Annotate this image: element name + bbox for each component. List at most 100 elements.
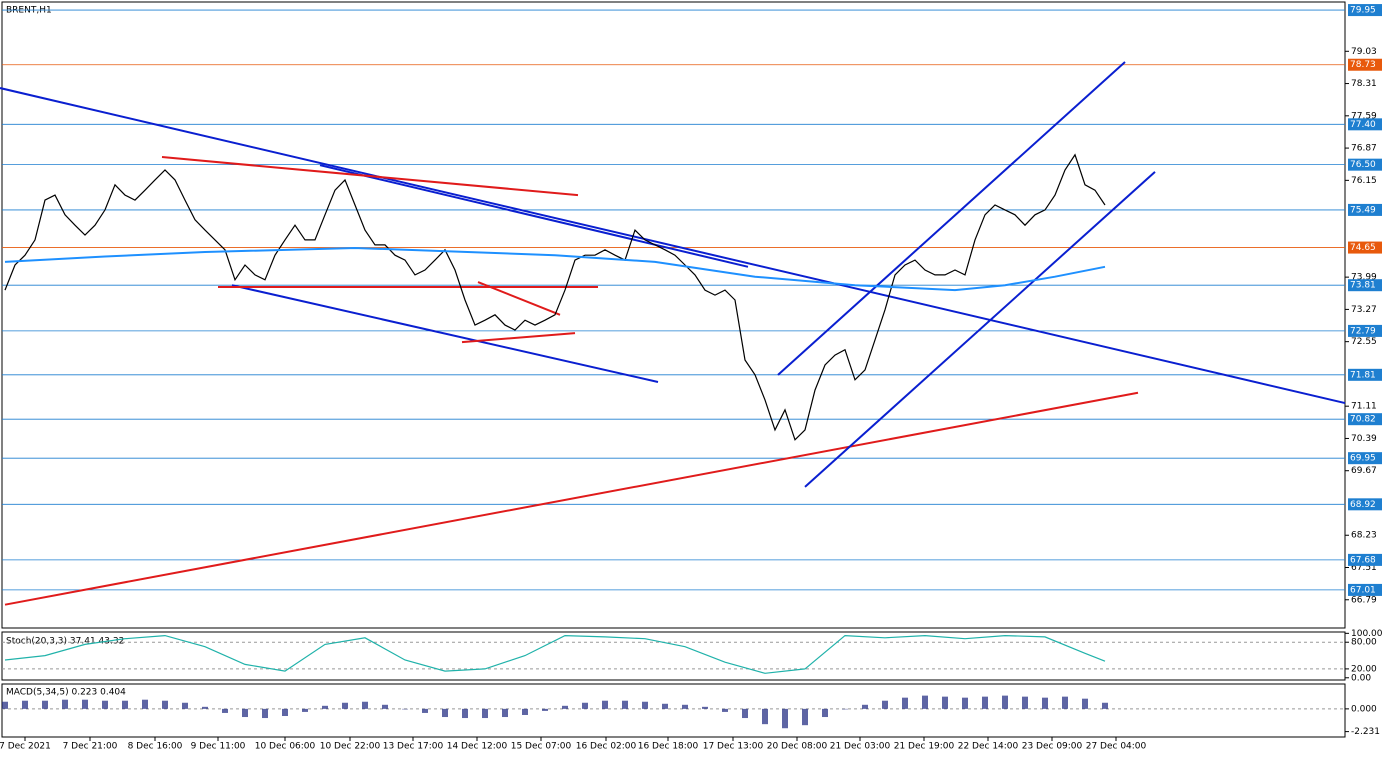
level-label: 75.49 (1350, 205, 1376, 215)
histogram-bar (962, 697, 968, 709)
level-label-box (1348, 553, 1382, 566)
histogram-bar (262, 708, 268, 719)
x-tick-label: 17 Dec 13:00 (703, 742, 764, 752)
level-label-box (1348, 498, 1382, 511)
histogram-bar (282, 708, 288, 717)
level-label-box (1348, 158, 1382, 171)
level-label: 74.65 (1350, 243, 1376, 253)
histogram-bar (482, 708, 488, 719)
histogram-bar (182, 702, 188, 709)
x-tick-label: 16 Dec 18:00 (638, 742, 699, 752)
x-tick-label: 7 Dec 21:00 (63, 742, 118, 752)
histogram-bar (922, 695, 928, 709)
chart-title: BRENT,H1 (6, 6, 52, 16)
level-label: 77.40 (1350, 120, 1376, 130)
x-tick-label: 7 Dec 2021 (0, 742, 51, 752)
histogram-bar (322, 705, 328, 709)
histogram-bar (362, 701, 368, 709)
histogram-bar (882, 700, 888, 709)
x-tick-label: 21 Dec 19:00 (894, 742, 955, 752)
histogram-bar (562, 705, 568, 709)
trend-line (0, 87, 1346, 405)
y-tick-label: 70.39 (1351, 434, 1377, 444)
histogram-bar (802, 708, 808, 726)
histogram-bar (762, 708, 768, 725)
level-label-box (1348, 279, 1382, 292)
trend-line (319, 164, 749, 268)
histogram-bar (82, 699, 88, 709)
y-tick-label: 76.87 (1351, 144, 1377, 154)
level-label-box (1348, 241, 1382, 254)
x-tick-label: 20 Dec 08:00 (767, 742, 828, 752)
x-tick-label: 15 Dec 07:00 (511, 742, 572, 752)
histogram-bar (302, 708, 308, 712)
trend-line (477, 281, 561, 316)
histogram-bar (1022, 696, 1028, 709)
y-tick-label: 78.31 (1351, 79, 1377, 89)
trend-line (231, 284, 659, 383)
level-label-box (1348, 4, 1382, 17)
histogram-bar (102, 700, 108, 709)
level-label-box (1348, 583, 1382, 596)
y-tick-label: 73.99 (1351, 273, 1377, 283)
histogram-bar (402, 708, 408, 710)
y-tick-label: 68.23 (1351, 531, 1377, 541)
histogram-bar (342, 702, 348, 709)
level-label-box (1348, 413, 1382, 426)
histogram-bar (942, 696, 948, 709)
y-tick-label: 69.67 (1351, 466, 1377, 476)
level-label-box (1348, 324, 1382, 337)
histogram-bar (142, 699, 148, 709)
level-label: 69.95 (1350, 454, 1376, 464)
level-label: 67.68 (1350, 555, 1376, 565)
histogram-bar (982, 696, 988, 709)
y-tick-label: 73.27 (1351, 305, 1377, 315)
level-label: 76.50 (1350, 160, 1376, 170)
y-tick-label: 100.00 (1351, 629, 1383, 639)
histogram-bar (462, 708, 468, 719)
histogram-bar (782, 708, 788, 729)
histogram-bar (202, 706, 208, 709)
line (4, 153, 1106, 441)
histogram-bar (1082, 698, 1088, 709)
x-tick-label: 22 Dec 14:00 (958, 742, 1019, 752)
trend-line (461, 332, 576, 344)
y-tick-label: 67.51 (1351, 563, 1377, 573)
x-tick-label: 9 Dec 11:00 (191, 742, 246, 752)
histogram-bar (222, 708, 228, 713)
x-tick-label: 14 Dec 12:00 (447, 742, 508, 752)
level-label-box (1348, 203, 1382, 216)
y-tick-label: 72.55 (1351, 337, 1377, 347)
macd-panel (1, 683, 1346, 738)
x-tick-label: 27 Dec 04:00 (1086, 742, 1147, 752)
histogram-bar (42, 700, 48, 709)
histogram-bar (642, 701, 648, 709)
y-tick-label: 0.000 (1351, 704, 1377, 714)
histogram-bar (1042, 697, 1048, 709)
x-tick-label: 23 Dec 09:00 (1022, 742, 1083, 752)
level-label-box (1348, 58, 1382, 71)
level-label: 78.73 (1350, 60, 1376, 70)
level-label-box (1348, 452, 1382, 465)
level-label: 79.95 (1350, 6, 1376, 16)
histogram-bar (842, 708, 848, 710)
histogram-bar (902, 697, 908, 709)
histogram-bar (582, 702, 588, 709)
histogram-bar (122, 700, 128, 709)
stoch-title: Stoch(20,3,3) 37.41 43.32 (6, 637, 124, 647)
x-tick-label: 8 Dec 16:00 (128, 742, 183, 752)
histogram-bar (542, 708, 548, 711)
histogram-bar (22, 700, 28, 709)
level-label: 70.82 (1350, 415, 1376, 425)
x-tick-label: 10 Dec 22:00 (320, 742, 381, 752)
histogram-bar (62, 699, 68, 709)
histogram-bar (682, 704, 688, 709)
line (4, 246, 1106, 292)
price-panel (1, 1, 1346, 629)
histogram-bar (1002, 695, 1008, 709)
histogram-bar (1062, 696, 1068, 709)
x-tick-label: 13 Dec 17:00 (383, 742, 444, 752)
histogram-bar (242, 708, 248, 718)
histogram-bar (2, 701, 8, 709)
